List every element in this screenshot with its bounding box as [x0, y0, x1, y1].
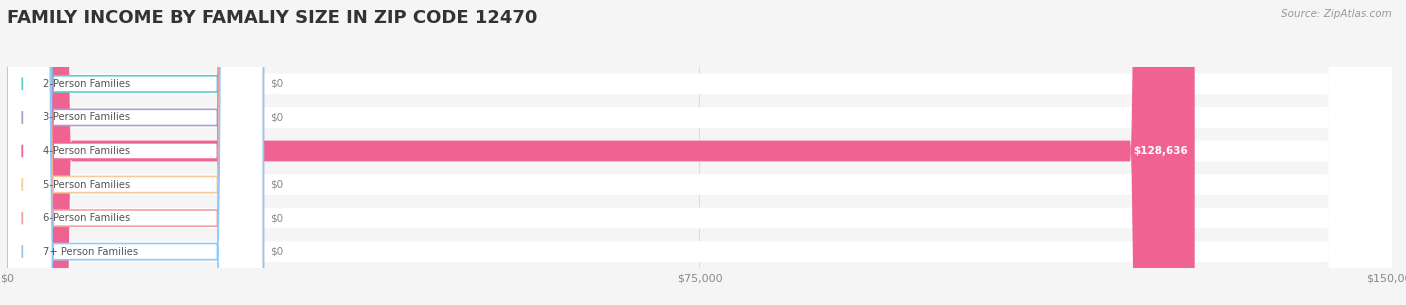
Text: 3-Person Families: 3-Person Families — [44, 113, 129, 122]
FancyBboxPatch shape — [7, 0, 263, 305]
Text: 4-Person Families: 4-Person Families — [44, 146, 129, 156]
Text: 5-Person Families: 5-Person Families — [44, 180, 131, 189]
Text: 2-Person Families: 2-Person Families — [44, 79, 131, 89]
FancyBboxPatch shape — [7, 0, 1392, 305]
FancyBboxPatch shape — [7, 0, 1195, 305]
FancyBboxPatch shape — [7, 0, 263, 305]
Text: FAMILY INCOME BY FAMALIY SIZE IN ZIP CODE 12470: FAMILY INCOME BY FAMALIY SIZE IN ZIP COD… — [7, 9, 537, 27]
FancyBboxPatch shape — [7, 0, 263, 305]
Text: 7+ Person Families: 7+ Person Families — [44, 247, 138, 257]
Text: $128,636: $128,636 — [1133, 146, 1188, 156]
FancyBboxPatch shape — [7, 0, 1392, 305]
Text: $0: $0 — [270, 113, 283, 122]
FancyBboxPatch shape — [7, 0, 263, 305]
Text: 6-Person Families: 6-Person Families — [44, 213, 131, 223]
FancyBboxPatch shape — [7, 0, 263, 305]
Text: $0: $0 — [270, 180, 283, 189]
Text: Source: ZipAtlas.com: Source: ZipAtlas.com — [1281, 9, 1392, 19]
Text: $0: $0 — [270, 247, 283, 257]
FancyBboxPatch shape — [7, 0, 1392, 305]
FancyBboxPatch shape — [7, 0, 1392, 305]
Text: $0: $0 — [270, 213, 283, 223]
Text: $0: $0 — [270, 79, 283, 89]
FancyBboxPatch shape — [7, 0, 1392, 305]
FancyBboxPatch shape — [7, 0, 263, 305]
FancyBboxPatch shape — [7, 0, 1392, 305]
